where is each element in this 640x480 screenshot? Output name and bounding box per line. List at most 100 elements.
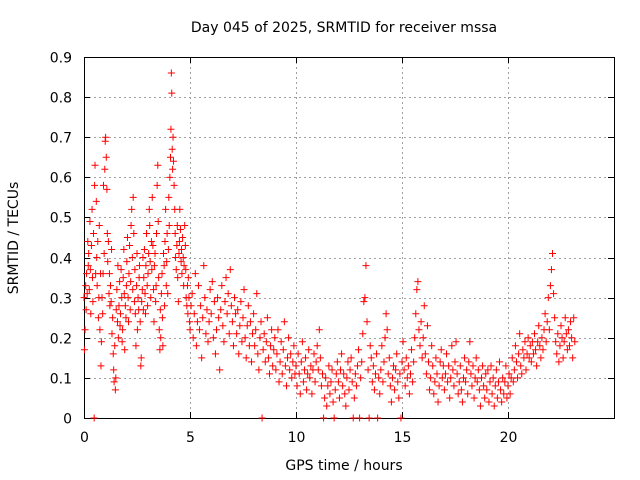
data-point: [417, 318, 425, 326]
data-point: [187, 302, 195, 310]
data-point: [164, 246, 172, 254]
data-point: [544, 294, 552, 302]
data-point: [436, 358, 444, 366]
data-point: [515, 350, 523, 358]
data-point: [563, 346, 571, 354]
data-point: [162, 205, 170, 213]
data-point: [208, 278, 216, 286]
data-point: [121, 302, 129, 310]
data-point: [307, 362, 315, 370]
data-point: [319, 370, 326, 378]
data-point: [221, 298, 229, 306]
data-point: [130, 298, 138, 306]
data-point: [335, 394, 343, 402]
data-point: [323, 402, 331, 410]
data-point: [292, 362, 300, 370]
data-point: [385, 354, 393, 362]
data-point: [156, 346, 164, 354]
data-point: [384, 370, 392, 378]
data-point: [87, 310, 95, 318]
data-point: [103, 229, 111, 237]
data-point: [163, 258, 171, 266]
data-point: [149, 242, 157, 250]
data-point: [425, 358, 432, 366]
data-point: [295, 370, 303, 378]
data-point: [327, 378, 335, 386]
data-point: [132, 342, 140, 350]
data-point: [150, 286, 158, 294]
data-point: [492, 366, 500, 374]
data-point: [373, 350, 381, 358]
data-point: [552, 338, 560, 346]
data-point: [461, 354, 469, 362]
data-point: [220, 338, 228, 346]
data-point: [387, 398, 395, 406]
data-point: [478, 374, 485, 382]
data-point: [264, 354, 272, 362]
data-point: [396, 370, 404, 378]
data-point: [276, 358, 284, 366]
data-point: [559, 354, 567, 362]
data-point: [532, 346, 540, 354]
data-point: [246, 318, 254, 326]
data-point: [355, 346, 363, 354]
data-point: [462, 378, 470, 386]
data-point: [158, 314, 166, 322]
data-point: [508, 354, 516, 362]
data-point: [87, 242, 95, 250]
data-point: [473, 378, 481, 386]
data-point: [545, 326, 553, 334]
data-point: [207, 310, 215, 318]
data-point: [349, 414, 357, 422]
data-point: [80, 346, 88, 354]
data-point: [512, 358, 520, 366]
data-point: [218, 282, 226, 290]
data-point: [206, 286, 214, 294]
data-point: [393, 350, 401, 358]
data-point: [556, 342, 564, 350]
data-point: [164, 290, 172, 298]
data-point: [403, 374, 411, 382]
data-point: [112, 374, 120, 382]
data-point: [409, 378, 417, 386]
data-point: [450, 382, 458, 390]
data-point: [404, 362, 412, 370]
data-point: [571, 338, 579, 346]
data-point: [231, 294, 239, 302]
data-point: [467, 370, 475, 378]
data-point: [178, 246, 186, 254]
data-point: [180, 262, 188, 270]
data-point: [294, 350, 302, 358]
data-point: [269, 362, 277, 370]
data-point: [406, 370, 414, 378]
data-point: [138, 286, 146, 294]
data-point: [501, 378, 509, 386]
data-point: [524, 334, 532, 342]
data-point: [107, 298, 115, 306]
data-point: [197, 302, 205, 310]
data-point: [186, 318, 194, 326]
data-point: [80, 294, 88, 302]
data-point: [441, 370, 449, 378]
data-point: [140, 274, 148, 282]
data-point: [547, 266, 555, 274]
data-point: [100, 250, 108, 258]
data-point: [93, 254, 101, 262]
data-point: [139, 306, 147, 314]
data-point: [382, 310, 390, 318]
data-point: [115, 302, 123, 310]
data-point: [316, 354, 324, 362]
data-point: [141, 290, 149, 298]
data-point: [233, 330, 241, 338]
data-point: [375, 374, 383, 382]
data-point: [102, 153, 110, 161]
data-point: [216, 366, 224, 374]
data-point: [111, 386, 119, 394]
data-point: [296, 390, 304, 398]
data-point: [133, 250, 141, 258]
data-point: [274, 326, 282, 334]
data-point: [266, 370, 273, 378]
data-point: [116, 310, 124, 318]
data-point: [118, 338, 126, 346]
data-point: [570, 314, 578, 322]
